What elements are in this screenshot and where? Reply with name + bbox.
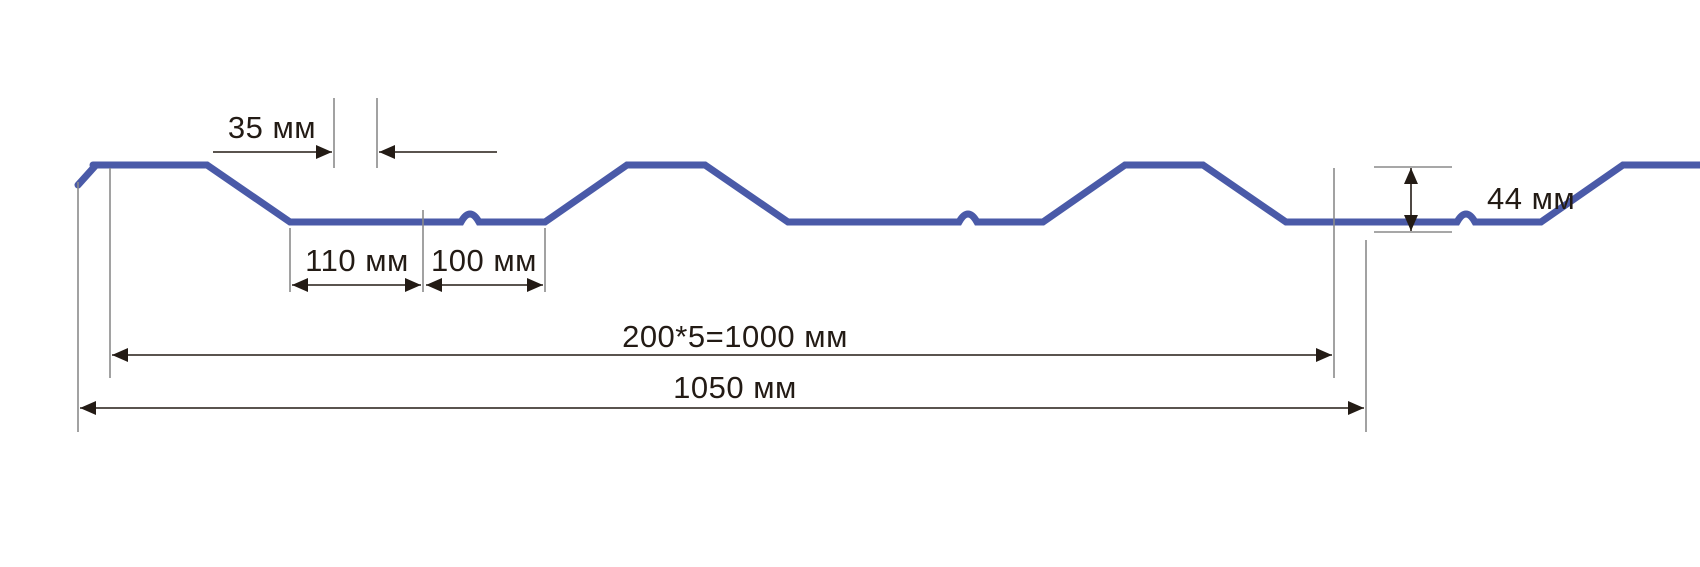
dim-label-1050mm: 1050 мм [673,370,797,405]
dim-label-44mm: 44 мм [1487,181,1575,216]
dimension-lines-group [80,144,1419,416]
profile-corrugation [89,161,1700,226]
extension-lines-group [77,98,1452,432]
dim-label-110mm: 110 мм [305,243,409,278]
dimension-labels-group: 35 мм 110 мм 100 мм 44 мм 200*5=1000 мм … [228,110,1575,405]
corrugated-profile-group [74,161,1700,226]
dim-label-35mm: 35 мм [228,110,316,145]
dim-label-1000mm: 200*5=1000 мм [622,319,848,354]
dim-label-100mm: 100 мм [431,243,537,278]
